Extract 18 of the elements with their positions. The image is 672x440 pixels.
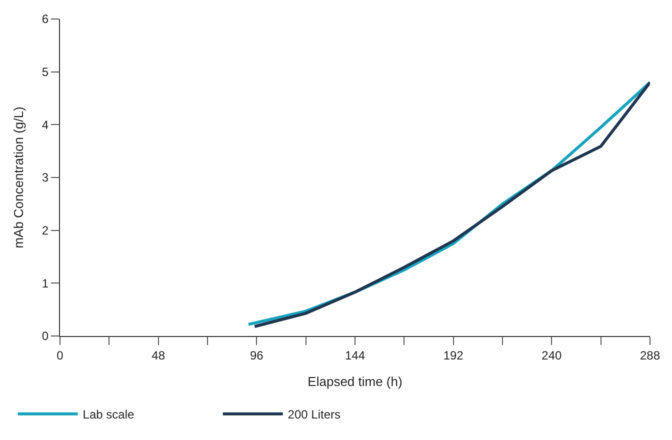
y-tick-label: 3 <box>42 170 49 185</box>
x-tick-label: 0 <box>56 348 64 362</box>
legend-label: Lab scale <box>82 408 134 422</box>
legend-label: 200 Liters <box>288 408 341 422</box>
x-tick-label: 96 <box>250 348 264 362</box>
y-tick-label: 2 <box>42 224 49 238</box>
y-tick-label: 0 <box>42 329 49 344</box>
y-tick-label: 6 <box>42 12 49 26</box>
y-tick-label: 5 <box>42 65 49 80</box>
x-axis-title: Elapsed time (h) <box>308 374 402 389</box>
y-tick-label: 4 <box>42 118 49 132</box>
x-tick-label: 192 <box>443 348 464 362</box>
x-tick-label: 144 <box>344 348 366 362</box>
x-tick-label: 48 <box>152 348 166 362</box>
y-axis-title: mAb Concentration (g/L) <box>10 106 26 248</box>
x-tick-label: 240 <box>542 348 562 362</box>
x-tick-label: 288 <box>640 348 660 362</box>
y-tick-label: 1 <box>42 276 49 290</box>
